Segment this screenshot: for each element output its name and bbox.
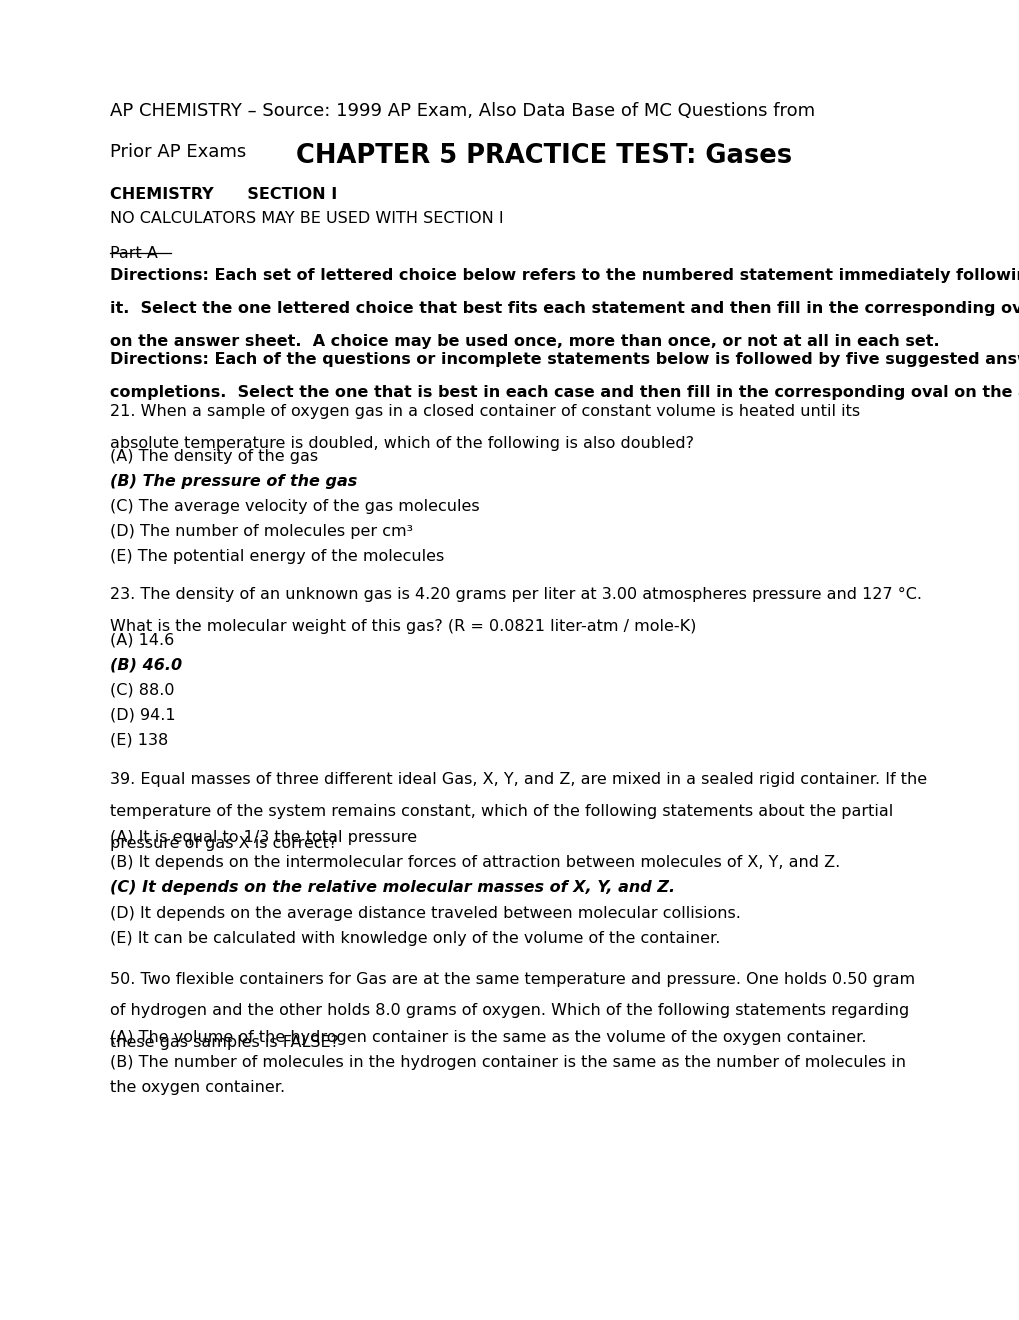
Text: (B) The pressure of the gas: (B) The pressure of the gas: [110, 474, 357, 488]
Text: What is the molecular weight of this gas? (R = 0.0821 liter-atm / mole-K): What is the molecular weight of this gas…: [110, 619, 696, 634]
Text: (E) 138: (E) 138: [110, 733, 168, 747]
Text: the oxygen container.: the oxygen container.: [110, 1080, 285, 1094]
Text: (A) The density of the gas: (A) The density of the gas: [110, 449, 318, 463]
Text: (D) It depends on the average distance traveled between molecular collisions.: (D) It depends on the average distance t…: [110, 906, 741, 920]
Text: Prior AP Exams: Prior AP Exams: [110, 143, 247, 161]
Text: completions.  Select the one that is best in each case and then fill in the corr: completions. Select the one that is best…: [110, 385, 1019, 400]
Text: 21. When a sample of oxygen gas in a closed container of constant volume is heat: 21. When a sample of oxygen gas in a clo…: [110, 404, 859, 418]
Text: these gas samples is FALSE?: these gas samples is FALSE?: [110, 1035, 339, 1049]
Text: (D) The number of molecules per cm³: (D) The number of molecules per cm³: [110, 524, 413, 539]
Text: (A) It is equal to 1/3 the total pressure: (A) It is equal to 1/3 the total pressur…: [110, 830, 417, 845]
Text: of hydrogen and the other holds 8.0 grams of oxygen. Which of the following stat: of hydrogen and the other holds 8.0 gram…: [110, 1003, 909, 1018]
Text: (C) The average velocity of the gas molecules: (C) The average velocity of the gas mole…: [110, 499, 479, 513]
Text: CHEMISTRY      SECTION I: CHEMISTRY SECTION I: [110, 187, 337, 202]
Text: (B) The number of molecules in the hydrogen container is the same as the number : (B) The number of molecules in the hydro…: [110, 1055, 905, 1069]
Text: CHAPTER 5 PRACTICE TEST: Gases: CHAPTER 5 PRACTICE TEST: Gases: [296, 143, 791, 169]
Text: (E) The potential energy of the molecules: (E) The potential energy of the molecule…: [110, 549, 444, 564]
Text: NO CALCULATORS MAY BE USED WITH SECTION I: NO CALCULATORS MAY BE USED WITH SECTION …: [110, 211, 503, 226]
Text: AP CHEMISTRY – Source: 1999 AP Exam, Also Data Base of MC Questions from: AP CHEMISTRY – Source: 1999 AP Exam, Als…: [110, 102, 814, 120]
Text: Part A: Part A: [110, 246, 158, 260]
Text: (B) 46.0: (B) 46.0: [110, 657, 182, 672]
Text: (C) It depends on the relative molecular masses of X, Y, and Z.: (C) It depends on the relative molecular…: [110, 880, 675, 895]
Text: absolute temperature is doubled, which of the following is also doubled?: absolute temperature is doubled, which o…: [110, 436, 694, 450]
Text: 39. Equal masses of three different ideal Gas, X, Y, and Z, are mixed in a seale: 39. Equal masses of three different idea…: [110, 772, 926, 787]
Text: (C) 88.0: (C) 88.0: [110, 682, 174, 697]
Text: it.  Select the one lettered choice that best fits each statement and then fill : it. Select the one lettered choice that …: [110, 301, 1019, 315]
Text: (E) It can be calculated with knowledge only of the volume of the container.: (E) It can be calculated with knowledge …: [110, 931, 719, 945]
Text: (A) The volume of the hydrogen container is the same as the volume of the oxygen: (A) The volume of the hydrogen container…: [110, 1030, 866, 1044]
Text: Directions: Each set of lettered choice below refers to the numbered statement i: Directions: Each set of lettered choice …: [110, 268, 1019, 282]
Text: pressure of gas X is correct?: pressure of gas X is correct?: [110, 836, 337, 850]
Text: (A) 14.6: (A) 14.6: [110, 632, 174, 647]
Text: (D) 94.1: (D) 94.1: [110, 708, 175, 722]
Text: (B) It depends on the intermolecular forces of attraction between molecules of X: (B) It depends on the intermolecular for…: [110, 855, 840, 870]
Text: Directions: Each of the questions or incomplete statements below is followed by : Directions: Each of the questions or inc…: [110, 352, 1019, 367]
Text: 50. Two flexible containers for Gas are at the same temperature and pressure. On: 50. Two flexible containers for Gas are …: [110, 972, 914, 986]
Text: 23. The density of an unknown gas is 4.20 grams per liter at 3.00 atmospheres pr: 23. The density of an unknown gas is 4.2…: [110, 587, 921, 602]
Text: temperature of the system remains constant, which of the following statements ab: temperature of the system remains consta…: [110, 804, 893, 818]
Text: on the answer sheet.  A choice may be used once, more than once, or not at all i: on the answer sheet. A choice may be use…: [110, 334, 938, 348]
